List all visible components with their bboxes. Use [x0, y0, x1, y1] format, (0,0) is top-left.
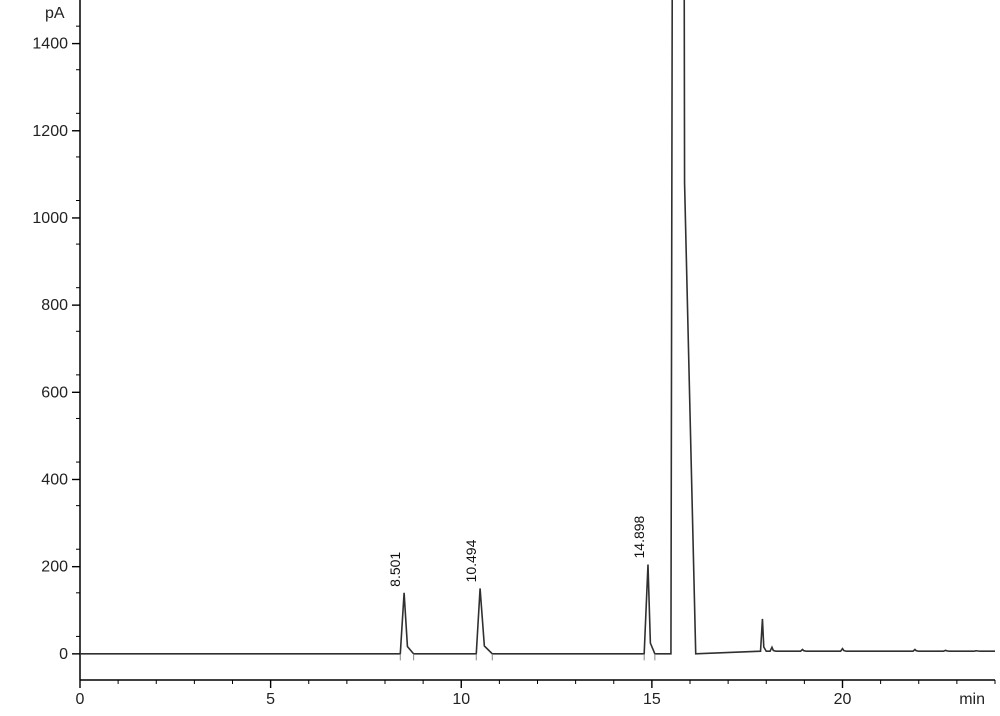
peak-label: 10.494 — [463, 539, 479, 582]
y-tick-label: 1400 — [32, 36, 68, 53]
x-tick-label: 15 — [643, 691, 661, 708]
y-tick-label: 400 — [41, 471, 68, 488]
y-tick-label: 200 — [41, 559, 68, 576]
x-tick-label: 5 — [266, 691, 275, 708]
chromatogram-chart: 0 200 400 600 800 1000 1200 1400 pA 0 5 10 15 20 min 8.… — [0, 0, 1000, 716]
x-axis-unit: min — [959, 691, 985, 708]
y-tick-label: 800 — [41, 297, 68, 314]
x-tick-label: 0 — [76, 691, 85, 708]
y-tick-label: 600 — [41, 384, 68, 401]
x-tick-label: 20 — [834, 691, 852, 708]
y-tick-label: 1200 — [32, 123, 68, 140]
y-tick-label: 1000 — [32, 210, 68, 227]
y-tick-label: 0 — [59, 646, 68, 663]
peak-label: 14.898 — [631, 515, 647, 558]
y-axis-unit: pA — [45, 5, 65, 22]
chart-svg: 0 200 400 600 800 1000 1200 1400 pA 0 5 10 15 20 min 8.… — [0, 0, 1000, 716]
x-tick-label: 10 — [452, 691, 470, 708]
peak-label: 8.501 — [387, 552, 403, 587]
